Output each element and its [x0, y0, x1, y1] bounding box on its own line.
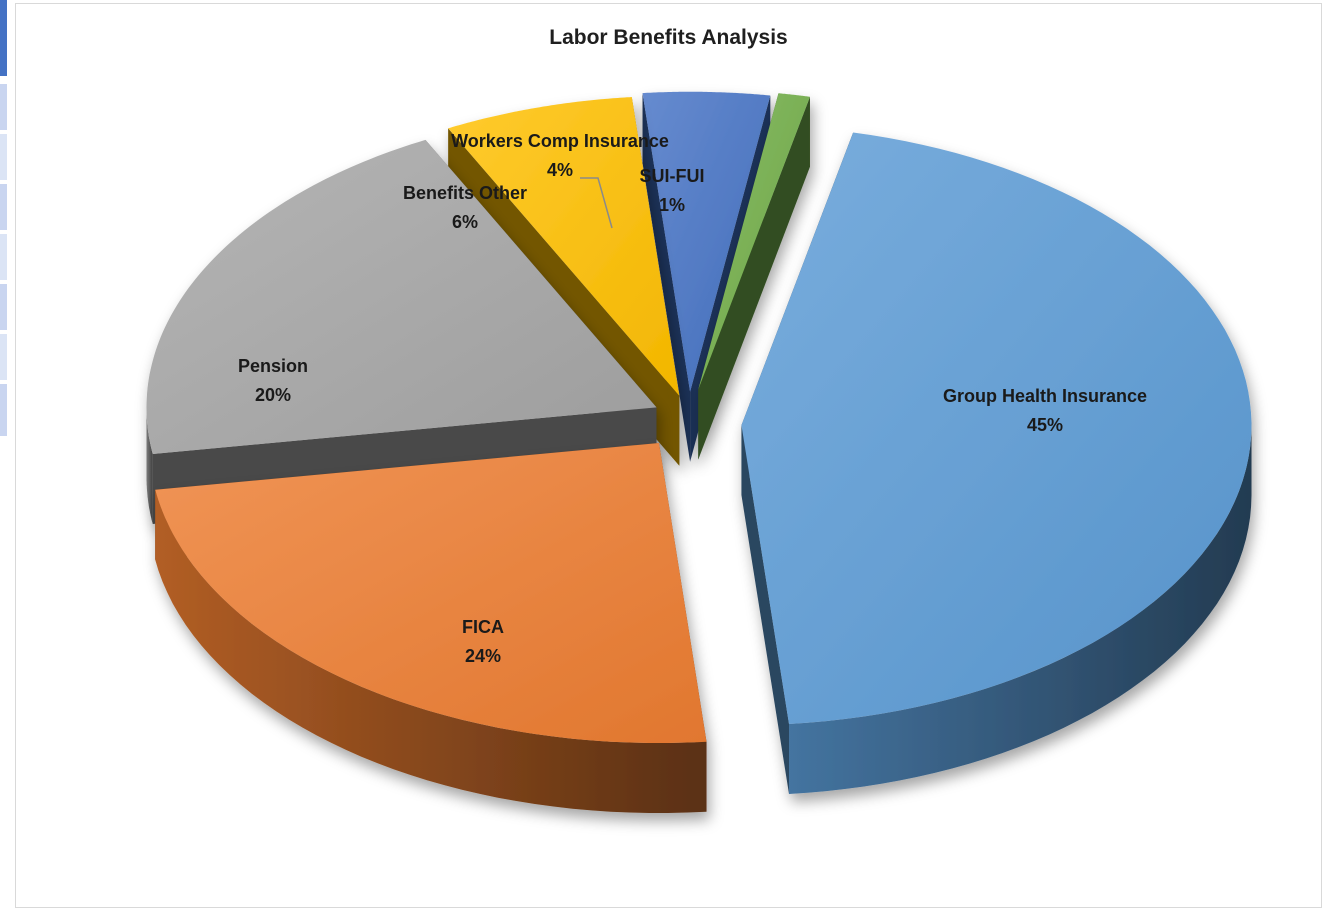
data-label-value: 1%: [659, 195, 685, 215]
strip-cell: [0, 384, 7, 436]
data-label-name: Pension: [238, 356, 308, 376]
chart-title: Labor Benefits Analysis: [549, 26, 788, 49]
strip-cell: [0, 134, 7, 180]
data-label-value: 6%: [452, 212, 478, 232]
strip-cell: [0, 184, 7, 230]
strip-cell: [0, 234, 7, 280]
strip-cell: [0, 84, 7, 130]
slice-top: [642, 91, 771, 392]
slice-top: [155, 443, 707, 743]
pie-slice-fica[interactable]: [155, 443, 707, 813]
data-label-name: FICA: [462, 617, 504, 637]
data-label: Group Health Insurance 45%: [943, 386, 1147, 435]
data-label: Benefits Other 6%: [403, 183, 527, 232]
strip-cell: [0, 284, 7, 330]
leader-line: [580, 177, 613, 229]
pie-slice-group-health-insurance[interactable]: [741, 132, 1252, 795]
data-label: FICA 24%: [462, 617, 504, 666]
data-label-value: 45%: [1027, 415, 1063, 435]
strip-cell: [0, 0, 7, 76]
strip-cell: [0, 334, 7, 380]
slice-face: [642, 93, 691, 462]
slice-side: [146, 407, 153, 524]
data-label-value: 20%: [255, 385, 291, 405]
data-label: Workers Comp Insurance 4%: [451, 131, 669, 180]
worksheet-edge-strip: [0, 0, 8, 440]
data-label: Pension 20%: [238, 356, 308, 405]
data-label-name: SUI-FUI: [640, 166, 705, 186]
slice-face: [741, 425, 790, 794]
slice-top: [698, 93, 810, 390]
pie-slice-sui-fui[interactable]: [698, 93, 810, 460]
slice-side: [155, 489, 707, 813]
slice-top: [741, 132, 1252, 724]
data-label-value: 4%: [547, 160, 573, 180]
slice-side: [789, 425, 1252, 794]
data-label-name: Group Health Insurance: [943, 386, 1147, 406]
slice-face: [698, 96, 810, 460]
slice-top: [448, 97, 680, 396]
data-label-name: Benefits Other: [403, 183, 527, 203]
data-label-value: 24%: [465, 646, 501, 666]
data-label-name: Workers Comp Insurance: [451, 131, 669, 151]
data-label: SUI-FUI 1%: [640, 166, 705, 215]
slice-top: [146, 139, 657, 454]
